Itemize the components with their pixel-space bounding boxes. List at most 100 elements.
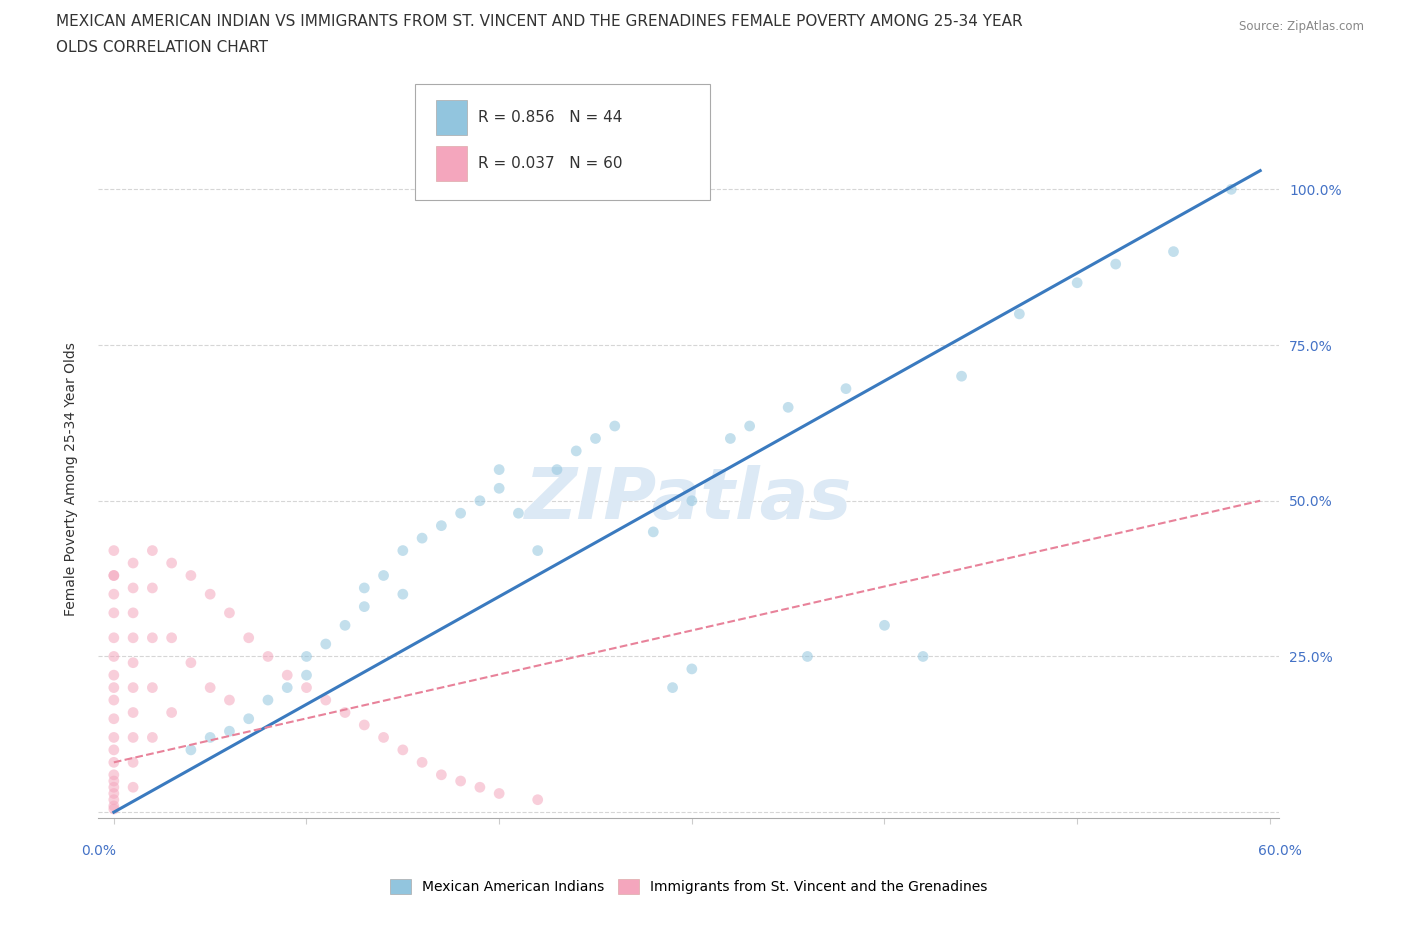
Point	[718, 431, 741, 445]
Point	[141, 543, 163, 558]
Point	[103, 730, 125, 745]
Point	[488, 462, 510, 477]
Point	[103, 755, 125, 770]
Point	[353, 599, 375, 614]
Point	[392, 587, 415, 602]
Text: ZIPatlas: ZIPatlas	[526, 465, 852, 534]
Point	[603, 418, 626, 433]
Point	[103, 693, 125, 708]
Point	[950, 368, 973, 383]
Point	[218, 605, 240, 620]
Point	[565, 444, 588, 458]
Point	[103, 605, 125, 620]
Point	[353, 718, 375, 733]
Text: Source: ZipAtlas.com: Source: ZipAtlas.com	[1239, 20, 1364, 33]
Text: MEXICAN AMERICAN INDIAN VS IMMIGRANTS FROM ST. VINCENT AND THE GRENADINES FEMALE: MEXICAN AMERICAN INDIAN VS IMMIGRANTS FR…	[56, 14, 1024, 29]
Point	[468, 493, 491, 508]
Point	[392, 543, 415, 558]
Point	[585, 431, 607, 445]
Point	[295, 680, 318, 695]
Point	[546, 462, 568, 477]
Point	[295, 649, 318, 664]
Point	[122, 555, 145, 570]
Point	[122, 580, 145, 595]
Point	[218, 724, 240, 738]
Point	[103, 649, 125, 664]
Text: 0.0%: 0.0%	[82, 844, 115, 858]
Legend: Mexican American Indians, Immigrants from St. Vincent and the Grenadines: Mexican American Indians, Immigrants fro…	[385, 874, 993, 899]
Point	[122, 656, 145, 671]
Point	[122, 705, 145, 720]
Point	[450, 506, 472, 521]
Point	[103, 711, 125, 726]
Point	[103, 631, 125, 645]
Point	[681, 661, 703, 676]
Point	[160, 705, 183, 720]
Point	[295, 668, 318, 683]
Text: R = 0.856   N = 44: R = 0.856 N = 44	[478, 110, 623, 125]
Point	[411, 755, 433, 770]
Point	[508, 506, 530, 521]
Point	[661, 680, 683, 695]
Point	[180, 568, 202, 583]
Point	[103, 742, 125, 757]
Point	[103, 802, 125, 817]
Point	[103, 786, 125, 801]
Point	[276, 668, 298, 683]
Point	[122, 631, 145, 645]
Point	[392, 742, 415, 757]
Point	[835, 381, 858, 396]
Point	[333, 618, 356, 632]
Point	[333, 705, 356, 720]
Point	[180, 742, 202, 757]
Point	[103, 792, 125, 807]
Point	[198, 587, 221, 602]
Point	[141, 631, 163, 645]
Point	[488, 786, 510, 801]
Point	[353, 580, 375, 595]
Point	[122, 680, 145, 695]
Point	[778, 400, 800, 415]
Point	[160, 555, 183, 570]
Point	[122, 605, 145, 620]
Point	[643, 525, 665, 539]
Point	[681, 493, 703, 508]
Point	[103, 767, 125, 782]
Point	[103, 568, 125, 583]
Point	[315, 693, 337, 708]
Y-axis label: Female Poverty Among 25-34 Year Olds: Female Poverty Among 25-34 Year Olds	[63, 342, 77, 616]
Point	[526, 543, 548, 558]
Point	[873, 618, 896, 632]
Point	[180, 656, 202, 671]
Point	[103, 668, 125, 683]
Point	[198, 730, 221, 745]
Point	[488, 481, 510, 496]
Point	[122, 730, 145, 745]
Point	[238, 631, 260, 645]
Point	[160, 631, 183, 645]
Point	[1066, 275, 1088, 290]
Point	[315, 636, 337, 651]
Point	[122, 780, 145, 795]
Point	[103, 543, 125, 558]
Point	[450, 774, 472, 789]
Point	[1105, 257, 1128, 272]
Point	[911, 649, 934, 664]
Point	[218, 693, 240, 708]
Point	[373, 730, 395, 745]
Point	[738, 418, 761, 433]
Point	[141, 580, 163, 595]
Point	[198, 680, 221, 695]
Text: R = 0.037   N = 60: R = 0.037 N = 60	[478, 156, 623, 171]
Text: 60.0%: 60.0%	[1257, 844, 1302, 858]
Point	[373, 568, 395, 583]
Point	[276, 680, 298, 695]
Point	[526, 792, 548, 807]
Point	[1163, 245, 1185, 259]
Point	[430, 518, 453, 533]
Point	[257, 649, 280, 664]
Point	[141, 680, 163, 695]
Point	[430, 767, 453, 782]
Point	[122, 755, 145, 770]
Point	[1008, 307, 1031, 322]
